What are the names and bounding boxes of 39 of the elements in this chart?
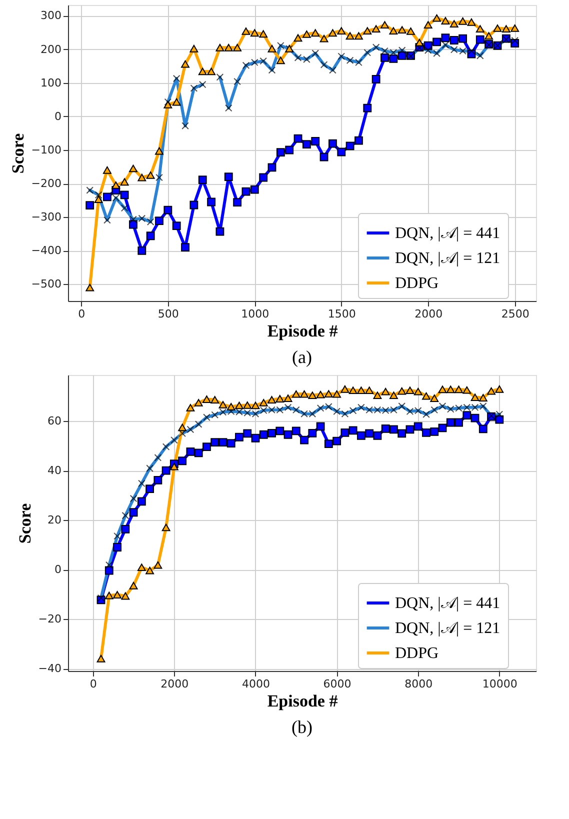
x-tick-label: 0	[90, 678, 97, 690]
x-axis-title: Episode #	[267, 322, 338, 340]
y-tick-label: 0	[54, 563, 62, 576]
legend-label: DQN, |𝒜| = 441	[395, 595, 500, 612]
y-tick-label: 60	[48, 414, 62, 428]
text: (a)	[292, 347, 312, 367]
text: (b)	[292, 717, 312, 737]
x-tick-label: 6000	[323, 678, 352, 690]
y-axis-title: Score	[15, 502, 34, 544]
y-tick-label: 100	[40, 76, 62, 90]
y-tick-label: −400	[31, 244, 62, 258]
legend-label: DQN, |𝒜| = 121	[395, 250, 500, 267]
x-tick-label: 1000	[241, 308, 270, 320]
legend-label: DQN, |𝒜| = 441	[395, 225, 500, 242]
y-tick-label: −20	[38, 612, 62, 626]
y-tick-label: −300	[31, 210, 62, 224]
x-axis-title: Episode #	[267, 692, 338, 710]
x-tick-label: 2000	[414, 308, 443, 320]
x-tick-label: 10000	[482, 678, 518, 690]
y-tick-label: −40	[38, 662, 62, 676]
legend-label: DDPG	[395, 275, 440, 292]
x-tick-label: 8000	[404, 678, 433, 690]
y-tick-label: 40	[48, 464, 62, 478]
y-tick-label: 200	[40, 42, 62, 56]
y-tick-label: 0	[54, 110, 62, 123]
y-tick-label: 20	[48, 514, 62, 527]
x-tick-label: 4000	[242, 678, 270, 690]
y-tick-label: −200	[31, 177, 62, 190]
legend-label: DDPG	[395, 645, 440, 662]
x-tick-label: 2500	[501, 308, 530, 320]
x-tick-label: 500	[158, 308, 179, 320]
y-tick-label: 300	[40, 9, 62, 22]
legend-label: DQN, |𝒜| = 121	[395, 620, 500, 637]
x-tick-label: 2000	[160, 678, 189, 690]
y-tick-label: −500	[31, 278, 62, 291]
y-tick-label: −100	[31, 143, 62, 156]
x-tick-label: 1500	[328, 308, 356, 320]
x-tick-label: 0	[78, 308, 86, 320]
y-axis-title: Score	[8, 132, 28, 174]
